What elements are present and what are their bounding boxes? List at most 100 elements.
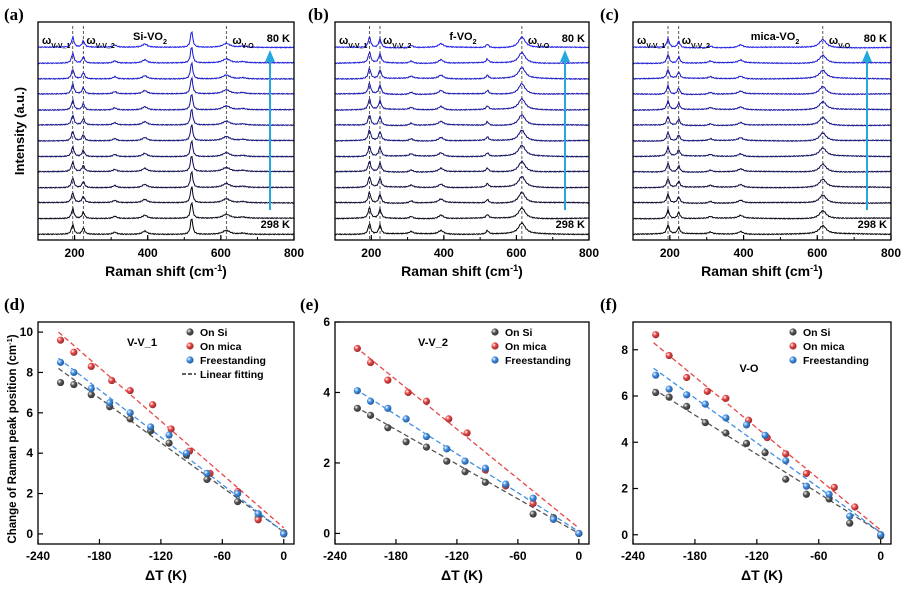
raman-spectrum-line (334, 51, 590, 65)
peak-label-omega-2: ωV-V_2 (383, 35, 411, 50)
omega-subscript: V-O (242, 43, 255, 50)
panel-letter: (c) (600, 5, 619, 24)
raman-spectrum-line (632, 144, 892, 158)
y-axis-label-text: Change of Raman peak position (cm-1) (5, 334, 20, 543)
raman-spectrum-line (632, 83, 892, 96)
x-axis-label: Raman shift (cm-1) (401, 263, 523, 279)
data-point-freestanding (203, 469, 211, 477)
data-point-on-mica (722, 394, 730, 402)
data-point-freestanding (443, 445, 451, 453)
legend-label: On mica (200, 341, 242, 353)
data-point-on-mica (167, 425, 175, 433)
y-tick-label: 0 (26, 527, 33, 541)
y-tick-label: 2 (621, 482, 628, 496)
omega-subscript: V-V_2 (392, 43, 411, 50)
legend-label: On Si (803, 327, 831, 339)
panel-title-text: mica-VO2 (751, 31, 800, 46)
raman-spectrum-line (632, 161, 892, 174)
raman-spectrum-line (37, 218, 295, 236)
raman-spectrum-line (37, 30, 295, 49)
panel-title: Si-VO2 (133, 31, 167, 46)
legend-marker (491, 328, 499, 336)
x-axis-label: Raman shift (cm-1) (105, 263, 227, 279)
data-point-freestanding (461, 457, 469, 465)
data-point-on-mica (851, 503, 859, 511)
data-point-on-si (782, 475, 790, 483)
x-axis-label-sup: -1 (214, 263, 222, 273)
data-point-on-mica (802, 469, 810, 478)
legend-marker (491, 356, 499, 364)
x-tick-label: 600 (506, 246, 526, 260)
data-point-on-si (165, 439, 173, 447)
raman-spectrum-line (37, 124, 295, 143)
legend-label: On Si (505, 327, 533, 339)
data-point-freestanding (575, 529, 583, 538)
peak-label-omega-3: ωV-O (528, 35, 550, 50)
data-point-on-si (126, 415, 134, 423)
raman-spectrum-line (37, 108, 295, 127)
panel-title-sub: 2 (473, 38, 477, 46)
data-point-freestanding (182, 449, 191, 457)
panel-title-base: f-VO (449, 31, 473, 43)
peak-label-omega-3: ωV-O (232, 35, 254, 50)
omega-symbol: ω (383, 35, 392, 47)
data-point-on-si (461, 468, 469, 476)
omega-symbol: ω (829, 35, 838, 47)
x-tick-label: 800 (284, 246, 304, 260)
data-point-on-si (652, 388, 660, 397)
data-point-on-mica (87, 362, 95, 370)
x-tick-label: -240 (621, 549, 645, 563)
y-tick-label: 10 (20, 325, 34, 339)
data-point-freestanding (234, 489, 242, 498)
raman-spectrum-line (334, 35, 590, 49)
panel-title-base: Si-VO (133, 31, 163, 43)
x-tick-label: -240 (323, 549, 347, 563)
x-tick-label: 800 (579, 246, 599, 260)
raman-spectrum-line (632, 68, 892, 81)
omega-symbol: ω (682, 35, 691, 47)
x-axis-label: ΔT (K) (145, 567, 187, 583)
data-point-freestanding (56, 358, 65, 366)
raman-spectrum-line (632, 36, 892, 49)
data-point-on-si (683, 402, 691, 411)
panel-title: V-V_2 (418, 337, 448, 349)
linear-fit-line (354, 346, 580, 529)
omega-subscript: V-V_2 (96, 43, 115, 50)
data-point-freestanding (106, 399, 114, 407)
legend-label: On mica (803, 341, 845, 353)
panel-title: mica-VO2 (751, 31, 800, 46)
panel-letter: (d) (4, 295, 25, 314)
data-point-freestanding (877, 531, 885, 539)
y-tick-label: 8 (621, 343, 628, 357)
x-tick-label: -60 (214, 549, 232, 563)
legend-marker (789, 356, 797, 364)
raman-spectrum-line (334, 82, 590, 96)
data-point-on-mica (463, 429, 471, 437)
panel-title-sub: 2 (795, 38, 799, 46)
data-point-on-si (384, 424, 392, 432)
raman-spectrum-line (37, 139, 294, 158)
panel-title: V-V_1 (127, 337, 157, 349)
data-point-on-mica (782, 450, 790, 458)
temperature-arrow-head (862, 50, 872, 62)
x-tick-label: 200 (361, 246, 381, 260)
panel-title-text: Si-VO2 (133, 31, 167, 46)
raman-spectrum-line (37, 186, 295, 205)
panel-title: V-O (740, 363, 759, 375)
omega-symbol: ω (86, 35, 95, 47)
omega-subscript: V-V_1 (348, 43, 367, 50)
raman-spectrum-line (37, 155, 295, 173)
data-point-freestanding (70, 368, 78, 377)
data-point-freestanding (481, 464, 489, 472)
x-tick-label: 200 (660, 246, 680, 260)
x-axis-label: Raman shift (cm-1) (701, 263, 823, 279)
x-tick-label: -180 (384, 549, 408, 563)
data-point-freestanding (683, 391, 691, 399)
legend-label: Freestanding (200, 355, 266, 367)
data-point-on-si (422, 443, 431, 451)
data-point-on-mica (56, 336, 65, 344)
panel-letter: (f) (600, 295, 617, 314)
plot-frame (334, 321, 590, 545)
y-tick-label: 6 (621, 389, 628, 403)
raman-spectrum-line (632, 98, 892, 112)
